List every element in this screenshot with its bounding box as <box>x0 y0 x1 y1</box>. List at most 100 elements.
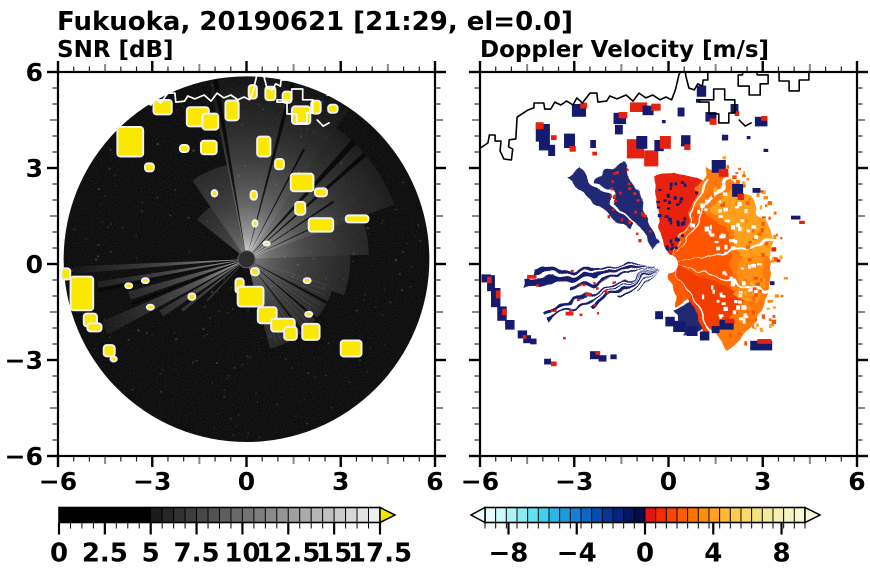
noise-dot <box>215 362 218 365</box>
doppler-blob <box>677 107 685 117</box>
coastline-island <box>276 88 314 124</box>
snr-echo-blob <box>344 214 370 224</box>
noise-dot <box>300 135 302 138</box>
noise-dot <box>264 230 267 232</box>
speckle-dot <box>722 156 727 160</box>
noise-dot <box>303 398 305 401</box>
noise-dot <box>223 389 226 391</box>
speckle-dot <box>759 205 763 210</box>
speckle-dot <box>550 309 553 312</box>
colorbar-cell <box>127 507 140 523</box>
noise-dot <box>137 329 140 332</box>
doppler-blob <box>644 150 659 167</box>
doppler-blob <box>763 148 769 152</box>
noise-dot <box>108 167 111 170</box>
noise-dot <box>223 277 226 280</box>
speckle-dot <box>657 214 662 218</box>
doppler-negative-streak <box>545 268 659 320</box>
doppler-colorbar: −8 −4 0 4 8 <box>469 506 822 569</box>
speckle-dot <box>761 222 765 226</box>
noise-dot <box>367 233 370 236</box>
speckle-dot <box>680 221 684 226</box>
speckle-dot <box>773 306 776 309</box>
doppler-blob <box>761 116 768 121</box>
noise-dot <box>169 297 172 299</box>
snr-fine-ray <box>253 265 315 315</box>
speckle-dot <box>642 213 646 218</box>
noise-dot <box>247 432 250 434</box>
doppler-blob <box>487 276 492 284</box>
speckle-dot <box>769 299 774 303</box>
colorbar-tick-label: 10 <box>224 539 260 569</box>
colorbar-cell <box>173 507 186 523</box>
noise-dot <box>162 140 165 143</box>
colorbar-overflow-arrow <box>804 506 822 524</box>
noise-dot <box>150 110 154 112</box>
colorbar-cell <box>58 507 71 523</box>
doppler-blob <box>595 351 601 355</box>
noise-dot <box>353 199 355 202</box>
snr-fan-wedge <box>192 165 247 260</box>
doppler-blob <box>497 306 507 321</box>
noise-dot <box>246 309 250 312</box>
noise-dot <box>343 278 345 280</box>
noise-dot <box>242 277 244 279</box>
speckle-dot <box>719 315 722 319</box>
doppler-blob <box>791 215 801 220</box>
snr-fine-ray <box>255 263 326 297</box>
noise-dot <box>192 149 195 152</box>
noise-dot <box>341 218 343 221</box>
colorbar-cell <box>676 507 689 523</box>
doppler-blob <box>665 316 675 327</box>
axes-panel-0: −6 −3 0 3 6 6 3 0 −3 −6 <box>5 58 446 496</box>
coastline-main <box>480 72 682 161</box>
doppler-panel-title: Doppler Velocity [m/s] <box>480 37 770 63</box>
speckle-dot <box>760 278 763 283</box>
speckle-dot <box>746 318 751 322</box>
speckle-dot <box>668 200 672 205</box>
noise-dot <box>244 165 246 167</box>
speckle-dot <box>700 203 705 208</box>
speckle-dot <box>752 297 756 302</box>
colorbar-tick-label: 15 <box>316 539 352 569</box>
speckle-dot <box>767 201 773 206</box>
speckle-dot <box>780 237 783 240</box>
colorbar-cell <box>612 507 625 523</box>
snr-echo-blob <box>60 267 72 281</box>
speckle-dot <box>569 309 573 312</box>
noise-dot <box>402 181 405 184</box>
colorbar-cell <box>601 507 614 523</box>
speckle-dot <box>754 235 758 239</box>
speckle-dot <box>669 239 673 243</box>
noise-dot <box>314 252 317 254</box>
noise-dot <box>107 226 109 229</box>
doppler-negative-streak <box>542 267 659 314</box>
doppler-blob <box>750 340 773 351</box>
x-tick-label: 6 <box>426 467 443 496</box>
doppler-blob <box>776 259 781 263</box>
speckle-dot <box>773 234 777 240</box>
speckle-dot <box>634 210 638 214</box>
doppler-blob <box>618 112 628 119</box>
speckle-dot <box>761 278 765 283</box>
speckle-dot <box>690 223 695 228</box>
doppler-blob <box>495 290 501 299</box>
colorbar-cell <box>138 507 152 523</box>
noise-dot <box>414 235 416 237</box>
colorbar-tick-label: 0 <box>50 539 68 569</box>
y-tick-label: 3 <box>26 154 43 183</box>
coastline-island <box>315 72 347 96</box>
noise-dot <box>351 131 353 134</box>
speckle-dot <box>648 230 652 233</box>
colorbar-tick-label: 17.5 <box>348 539 412 569</box>
speckle-dot <box>723 306 729 311</box>
speckle-dot <box>780 294 784 298</box>
speckle-dot <box>680 181 685 184</box>
speckle-dot <box>663 199 667 202</box>
speckle-dot <box>669 247 674 251</box>
doppler-blob <box>737 193 744 200</box>
doppler-blob <box>661 120 666 124</box>
noise-dot <box>353 252 355 255</box>
speckle-dot <box>613 172 616 175</box>
